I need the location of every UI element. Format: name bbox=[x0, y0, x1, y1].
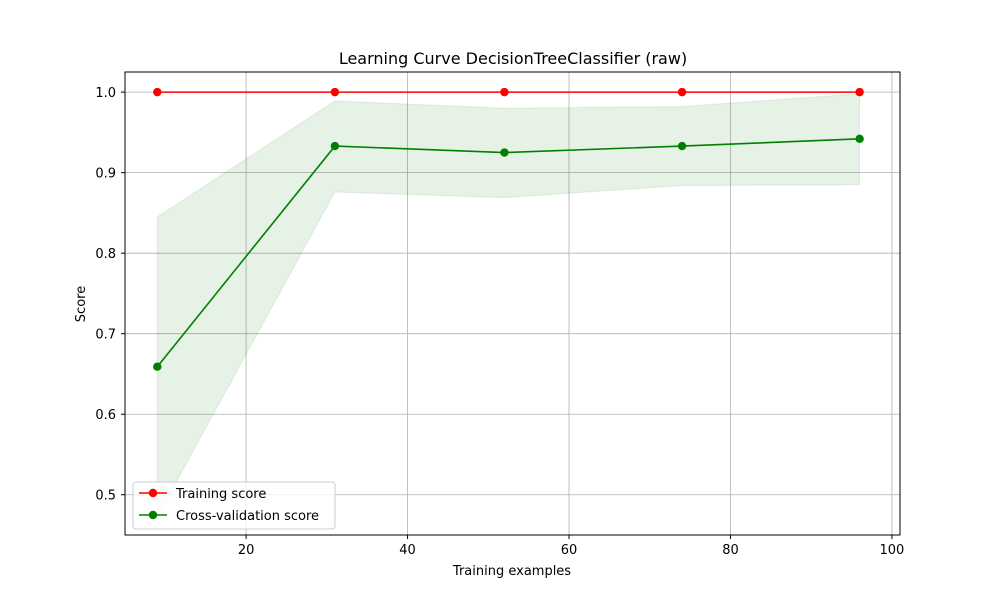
data-point bbox=[153, 362, 162, 371]
y-axis-title: Score bbox=[74, 286, 89, 322]
chart-title: Learning Curve DecisionTreeClassifier (r… bbox=[339, 49, 687, 68]
x-tick-label: 80 bbox=[722, 543, 739, 558]
data-point bbox=[855, 134, 864, 144]
legend-box bbox=[132, 481, 336, 530]
data-point bbox=[330, 87, 340, 97]
y-tick-label: 0.5 bbox=[95, 489, 116, 504]
data-point bbox=[677, 141, 687, 151]
data-point bbox=[855, 87, 864, 97]
legend-label: Cross-validation score bbox=[176, 509, 319, 524]
legend: Training score Cross-validation score bbox=[132, 481, 336, 530]
data-point bbox=[330, 141, 340, 151]
x-tick-label: 60 bbox=[561, 543, 578, 558]
y-tick-label: 0.9 bbox=[95, 167, 116, 182]
x-tick-label: 40 bbox=[399, 543, 416, 558]
x-axis-title: Training examples bbox=[452, 564, 571, 579]
axis-ticks: 20 40 60 80 100 0.5 0.6 0.7 0.8 0.9 1.0 bbox=[95, 86, 904, 558]
x-tick-label: 20 bbox=[238, 543, 255, 558]
confidence-bands bbox=[156, 93, 861, 517]
series-lines bbox=[153, 87, 864, 371]
legend-label: Training score bbox=[175, 487, 266, 502]
data-point bbox=[500, 148, 509, 157]
y-tick-label: 0.7 bbox=[95, 328, 116, 343]
y-tick-label: 0.6 bbox=[95, 408, 116, 423]
confidence-band bbox=[156, 93, 861, 517]
data-point bbox=[153, 87, 162, 97]
legend-marker bbox=[148, 510, 158, 520]
y-tick-label: 1.0 bbox=[95, 86, 116, 101]
data-point bbox=[500, 87, 509, 97]
plot-frame bbox=[124, 71, 901, 536]
x-tick-label: 100 bbox=[880, 543, 905, 558]
legend-marker bbox=[148, 488, 158, 498]
y-tick-label: 0.8 bbox=[95, 247, 116, 262]
data-point bbox=[677, 87, 687, 97]
